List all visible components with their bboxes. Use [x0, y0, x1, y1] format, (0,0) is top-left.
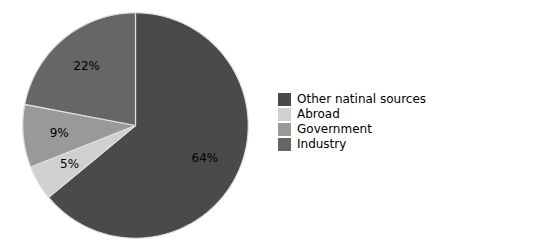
svg-text:64%: 64%	[192, 151, 219, 165]
html-text:Abroad: Abroad	[297, 107, 340, 121]
svg-text:5%: 5%	[60, 157, 79, 171]
html-text:Government: Government	[297, 122, 372, 136]
html-text:Industry: Industry	[297, 137, 347, 151]
html-text:Other natinal sources: Other natinal sources	[297, 92, 427, 106]
svg-text:22%: 22%	[73, 59, 100, 73]
svg-text:9%: 9%	[50, 126, 69, 140]
